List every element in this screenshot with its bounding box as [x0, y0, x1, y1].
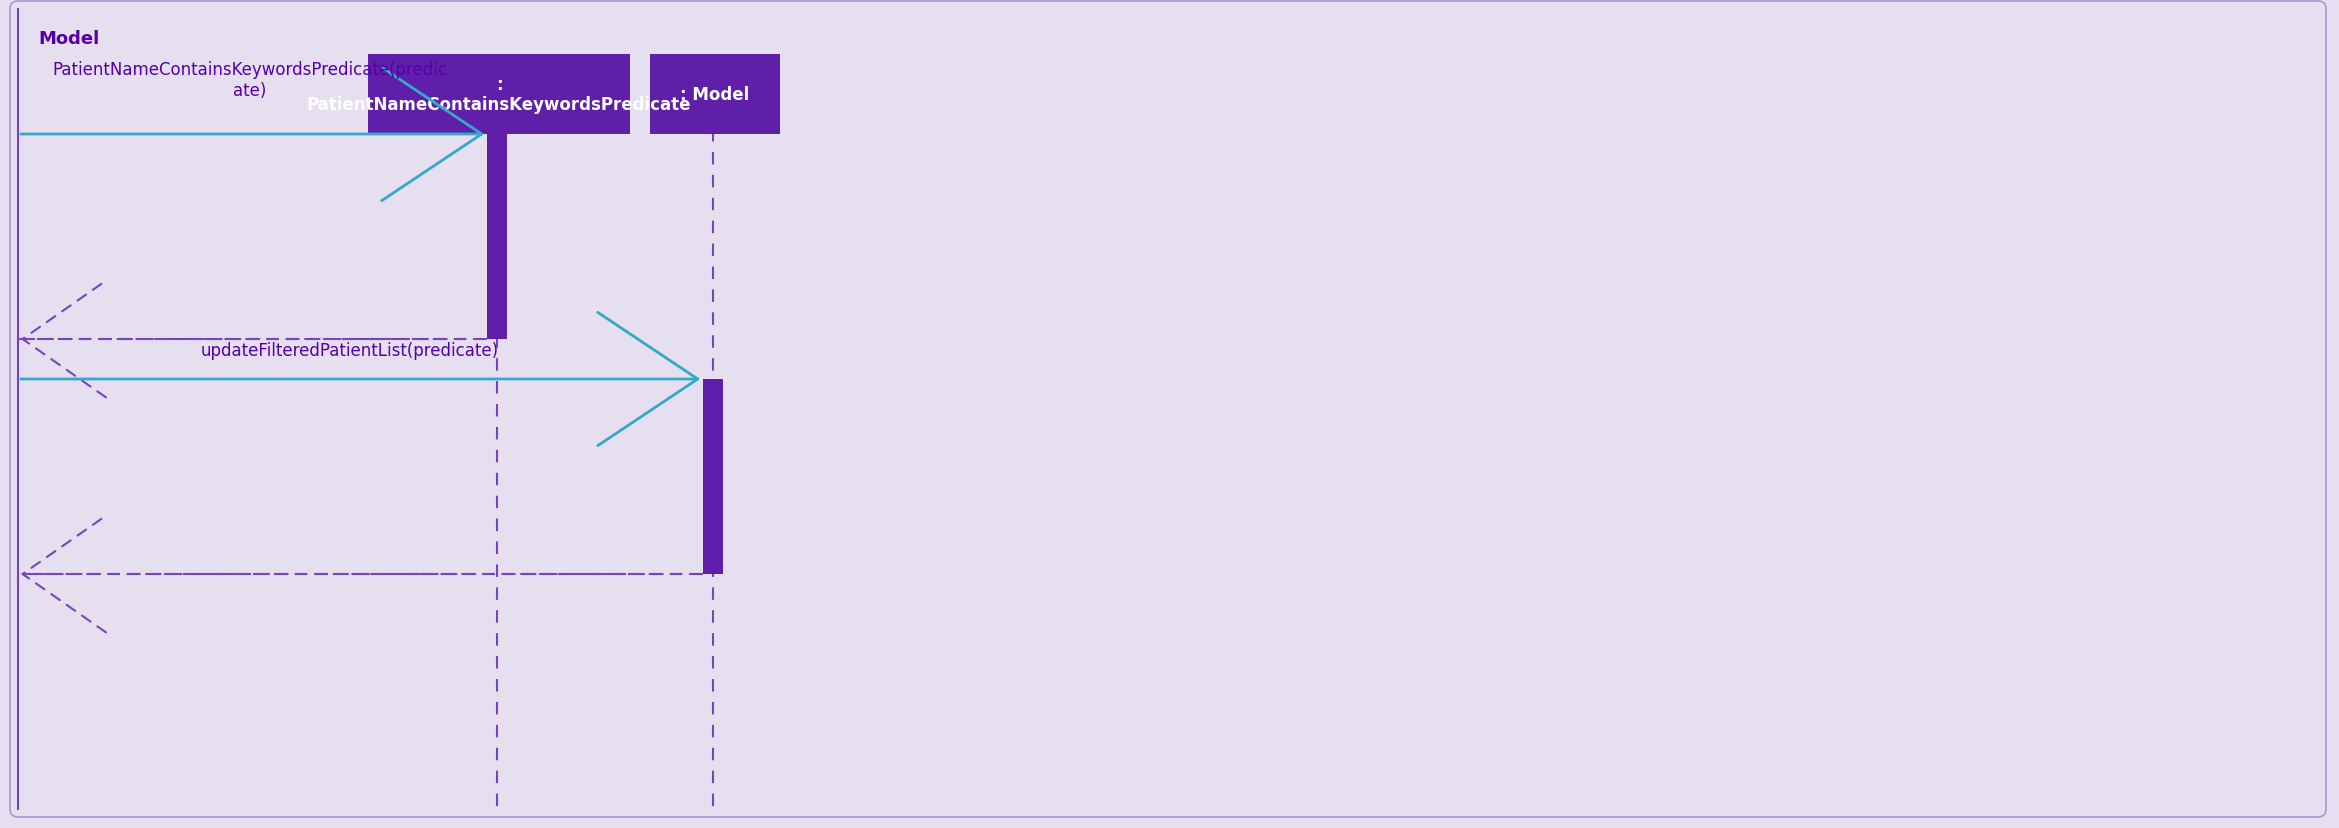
FancyBboxPatch shape: [650, 55, 779, 135]
Text: :
PatientNameContainsKeywordsPredicate: : PatientNameContainsKeywordsPredicate: [306, 75, 692, 114]
Text: : Model: : Model: [681, 86, 748, 104]
FancyBboxPatch shape: [9, 2, 2325, 817]
FancyBboxPatch shape: [704, 379, 723, 575]
Text: Model: Model: [37, 30, 98, 48]
FancyBboxPatch shape: [367, 55, 629, 135]
Text: updateFilteredPatientList(predicate): updateFilteredPatientList(predicate): [201, 342, 498, 359]
FancyBboxPatch shape: [487, 135, 508, 339]
Text: PatientNameContainsKeywordsPredicate(predic
ate): PatientNameContainsKeywordsPredicate(pre…: [51, 61, 447, 100]
